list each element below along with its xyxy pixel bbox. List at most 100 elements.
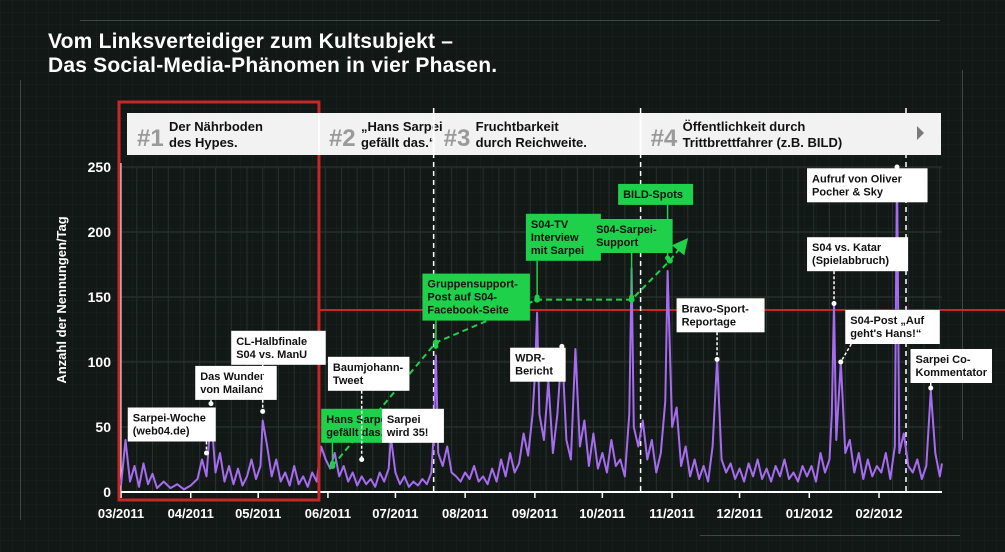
phase-number: #4: [651, 125, 678, 152]
y-tick-label: 200: [88, 224, 112, 240]
x-tick-label: 05/2011: [235, 506, 281, 521]
y-tick-label: 150: [88, 289, 112, 305]
annotation-box: [422, 273, 530, 321]
annotation-text: Support: [596, 237, 638, 249]
phase-title-line: Öffentlichkeit durch: [683, 119, 806, 134]
annotation-text: Post auf S04-: [427, 292, 497, 304]
phase-title-line: gefällt das.“: [361, 135, 435, 150]
annotation-box: [845, 310, 940, 344]
annotation-dot: [534, 294, 540, 300]
annotation-dot: [838, 359, 844, 365]
y-axis-label: Anzahl der Nennungen/Tag: [54, 216, 69, 383]
annotation-box: [591, 219, 673, 253]
phase-one-highlight: [117, 100, 321, 502]
y-tick-label: 50: [95, 419, 111, 435]
x-tick-label: 02/2012: [856, 506, 903, 521]
phase-title-line: durch Reichweite.: [476, 135, 587, 150]
annotation-box: [807, 237, 909, 272]
annotation-box: [910, 349, 993, 383]
phase-number: #1: [137, 125, 164, 152]
frame-bottom-line: [700, 535, 960, 536]
x-tick-label: 06/2011: [305, 506, 351, 521]
annotation-text: gefällt das.: [326, 427, 383, 439]
x-tick-label: 10/2011: [579, 506, 625, 521]
x-tick-label: 07/2011: [372, 506, 418, 521]
phase-header-background: [127, 113, 941, 155]
x-tick-label: 03/2011: [98, 506, 144, 521]
annotation-text: S04-TV: [531, 219, 569, 231]
annotation-box: [676, 298, 765, 333]
annotation-text: WDR-: [515, 353, 545, 365]
y-tick-label: 250: [88, 159, 112, 175]
annotation-dot: [714, 356, 720, 362]
annotation-text: Tweet: [333, 375, 364, 387]
annotation-box: [525, 213, 601, 261]
annotation-box: [231, 330, 326, 365]
phase-title-line: Fruchtbarkeit: [476, 119, 560, 134]
chart-title-line-2: Das Social-Media-Phänomen in vier Phasen…: [48, 54, 498, 77]
annotation-dot: [433, 343, 439, 349]
phase-number: #3: [444, 125, 471, 152]
frame-right-line: [962, 70, 963, 440]
annotation-text: von Mailand: [200, 384, 264, 396]
annotation-box: [618, 183, 694, 205]
annotation-text: Facebook-Seite: [427, 305, 508, 317]
annotation-text: Reportage: [682, 316, 736, 328]
annotation-dot: [203, 450, 209, 456]
annotation-connector: [840, 343, 852, 363]
annotation-text: Pocher & Sky: [812, 186, 884, 198]
phase-title-line: Trittbrettfahrer (z.B. BILD): [683, 135, 843, 150]
annotation-text: (web04.de): [133, 426, 190, 438]
annotation-box: [327, 356, 410, 391]
phase-title-line: des Hypes.: [169, 135, 238, 150]
annotation-text: S04 vs. Katar: [812, 242, 882, 254]
chart-title-line-1: Vom Linksverteidiger zum Kultsubjekt –: [48, 30, 454, 53]
chevron-right-icon: [917, 126, 924, 140]
annotation-text: Gruppensupport-: [427, 279, 518, 291]
annotation-text: S04-Sarpei-: [596, 224, 657, 236]
annotation-dot: [928, 385, 934, 391]
annotation-text: CL-Halbfinale: [236, 336, 307, 348]
annotation-text: (Spielabbruch): [812, 255, 889, 267]
phase-title-line: „Hans Sarpei: [361, 119, 443, 134]
phase-title-line: Der Nährboden: [169, 119, 263, 134]
annotation-box: [510, 347, 566, 382]
annotation-dot: [260, 408, 266, 414]
annotation-dot: [359, 457, 365, 462]
annotation-dot: [329, 460, 335, 466]
annotation-text: BILD-Spots: [623, 189, 683, 201]
y-tick-label: 0: [103, 484, 111, 500]
annotation-text: wird 35!: [386, 427, 429, 439]
annotation-dot: [665, 255, 671, 261]
annotation-text: Aufruf von Oliver: [812, 173, 903, 185]
annotation-text: geht's Hans!“: [850, 328, 921, 340]
frame-left-line: [20, 80, 21, 520]
x-tick-label: 01/2012: [786, 506, 833, 521]
x-tick-label: 11/2011: [649, 506, 695, 521]
annotation-text: Sarpei-Woche: [133, 413, 206, 425]
annotation-text: Baumjohann-: [333, 362, 404, 374]
axes: 0 50 100 150 200 250 03/2011 04/2011 05/2011 06/2…: [88, 159, 942, 521]
annotation-text: S04-Post „Auf: [850, 315, 924, 327]
green-trend-line: [331, 237, 689, 467]
annotation-dot: [894, 164, 900, 170]
y-tick-label: 100: [88, 354, 112, 370]
annotation-text: Interview: [531, 232, 579, 244]
annotation-text: Sarpei Co-: [916, 354, 971, 366]
annotation-dot: [208, 401, 214, 407]
x-tick-label: 09/2011: [512, 506, 558, 521]
annotation-text: Das Wunder: [200, 371, 265, 383]
annotation-dot: [559, 343, 565, 349]
annotation-dot: [629, 294, 635, 300]
phase-one-box: [117, 100, 321, 502]
annotation-text: Bericht: [515, 366, 553, 378]
annotation-text: Sarpei: [387, 414, 421, 426]
annotation-dot: [831, 301, 837, 306]
annotation-box: [807, 168, 928, 203]
annotation-text: mit Sarpei: [531, 245, 584, 257]
phase-number: #2: [329, 125, 356, 152]
annotation-box: [127, 407, 216, 442]
